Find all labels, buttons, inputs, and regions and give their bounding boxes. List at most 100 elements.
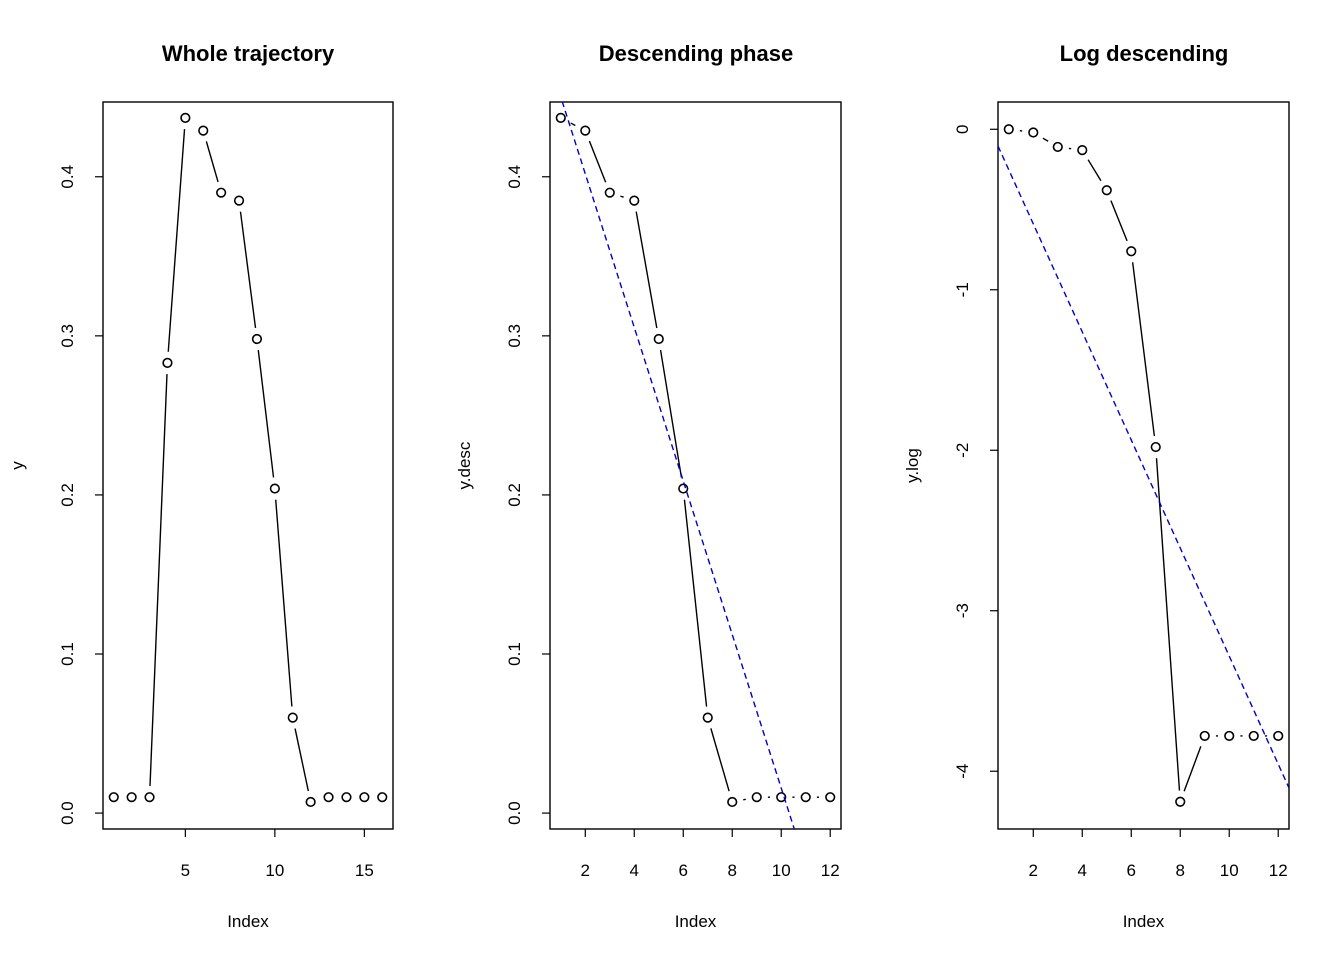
data-point bbox=[233, 195, 245, 206]
data-point bbox=[1003, 124, 1014, 135]
data-point bbox=[800, 792, 811, 803]
data-point bbox=[555, 112, 566, 124]
series-segment bbox=[570, 122, 576, 127]
data-point bbox=[287, 712, 298, 723]
x-tick-label: 12 bbox=[1269, 861, 1288, 880]
data-point bbox=[377, 792, 388, 803]
series-segment bbox=[710, 728, 730, 792]
data-point bbox=[305, 796, 316, 808]
y-tick-label: -4 bbox=[953, 764, 972, 779]
data-point bbox=[359, 792, 370, 803]
y-tick-label: 0.2 bbox=[58, 483, 77, 507]
series-segment bbox=[1110, 200, 1128, 242]
y-tick-label: 0.1 bbox=[58, 642, 77, 666]
data-point bbox=[580, 125, 591, 136]
data-point bbox=[162, 357, 173, 368]
y-tick-label: 0.3 bbox=[505, 324, 524, 348]
data-point bbox=[323, 792, 334, 803]
series-segment bbox=[1087, 159, 1102, 182]
x-tick-label: 10 bbox=[1220, 861, 1239, 880]
data-point bbox=[180, 112, 191, 124]
x-tick-label: 2 bbox=[1029, 861, 1038, 880]
series-segment bbox=[635, 211, 658, 329]
data-point bbox=[1150, 441, 1161, 453]
y-tick-label: -2 bbox=[953, 443, 972, 458]
x-axis-label: Index bbox=[1123, 912, 1165, 931]
data-point bbox=[144, 792, 155, 803]
data-point bbox=[341, 792, 352, 803]
x-tick-label: 2 bbox=[581, 861, 590, 880]
data-point bbox=[629, 195, 640, 206]
data-point bbox=[1028, 127, 1039, 138]
y-tick-label: 0.0 bbox=[58, 801, 77, 825]
data-point bbox=[1101, 185, 1112, 196]
data-point bbox=[1175, 796, 1186, 807]
panel-whole-trajectory: Whole trajectory 5 10 15 0.0 0.1 0.2 0.3 0.4 Inde… bbox=[8, 41, 394, 931]
series-segment bbox=[205, 141, 219, 183]
data-point bbox=[604, 187, 615, 198]
fit-line bbox=[561, 102, 796, 829]
series-segment bbox=[294, 728, 310, 792]
data-point bbox=[825, 792, 836, 803]
panel-descending-phase: Descending phase 2 4 6 8 10 12 0.0 0.1 0.2 0.3 0.4 I… bbox=[455, 41, 842, 931]
y-tick-label: -3 bbox=[953, 603, 972, 618]
chart-title: Descending phase bbox=[599, 41, 793, 66]
x-tick-label: 6 bbox=[1127, 861, 1136, 880]
data-point bbox=[108, 792, 119, 803]
data-point bbox=[1052, 141, 1063, 153]
panel-log-descending: Log descending 2 4 6 8 10 12 0 -1 -2 -3 -4 Index y.lo… bbox=[903, 41, 1290, 931]
data-point bbox=[1248, 730, 1259, 742]
data-point bbox=[1126, 246, 1137, 257]
plot-frame bbox=[549, 101, 842, 830]
data-point bbox=[269, 483, 280, 494]
plot-frame bbox=[997, 101, 1290, 830]
y-tick-label: 0.0 bbox=[505, 801, 524, 825]
data-point bbox=[1199, 730, 1210, 742]
series-segment bbox=[1042, 137, 1049, 142]
plot-frame bbox=[102, 101, 394, 830]
series-segment bbox=[659, 349, 683, 478]
series-segment bbox=[239, 211, 257, 329]
x-tick-label: 15 bbox=[355, 861, 374, 880]
series-segment bbox=[149, 374, 168, 787]
chart-title: Log descending bbox=[1060, 41, 1229, 66]
y-axis-label: y.log bbox=[903, 448, 922, 483]
data-point bbox=[126, 792, 137, 803]
data-point bbox=[776, 792, 787, 803]
fit-line bbox=[998, 145, 1289, 789]
y-tick-label: -1 bbox=[953, 282, 972, 297]
series-segment bbox=[1183, 746, 1202, 792]
series-segment bbox=[620, 195, 624, 198]
x-tick-label: 8 bbox=[728, 861, 737, 880]
series-segment bbox=[167, 129, 186, 352]
y-tick-label: 0.2 bbox=[505, 483, 524, 507]
y-tick-label: 0.4 bbox=[58, 165, 77, 189]
data-point bbox=[1224, 730, 1235, 742]
x-tick-label: 10 bbox=[265, 861, 284, 880]
data-point bbox=[653, 333, 664, 345]
x-tick-label: 8 bbox=[1176, 861, 1185, 880]
series-segment bbox=[588, 140, 607, 183]
chart-title: Whole trajectory bbox=[162, 41, 335, 66]
data-point bbox=[198, 125, 209, 136]
y-axis-label: y bbox=[8, 461, 27, 470]
data-point bbox=[751, 792, 762, 803]
series-segment bbox=[1131, 262, 1156, 437]
y-tick-label: 0.3 bbox=[58, 324, 77, 348]
data-point bbox=[216, 187, 227, 198]
data-point bbox=[702, 712, 713, 723]
series-segment bbox=[257, 350, 275, 478]
series-segment bbox=[1155, 458, 1181, 791]
x-tick-label: 12 bbox=[821, 861, 840, 880]
y-tick-label: 0.4 bbox=[505, 165, 524, 189]
x-tick-label: 6 bbox=[679, 861, 688, 880]
y-axis-label: y.desc bbox=[455, 441, 474, 489]
data-point bbox=[1077, 145, 1088, 156]
series-segment bbox=[683, 499, 708, 707]
data-point bbox=[678, 483, 689, 494]
y-tick-label: 0.1 bbox=[505, 642, 524, 666]
x-tick-label: 10 bbox=[772, 861, 791, 880]
x-axis-label: Index bbox=[227, 912, 269, 931]
data-point bbox=[1273, 730, 1284, 742]
